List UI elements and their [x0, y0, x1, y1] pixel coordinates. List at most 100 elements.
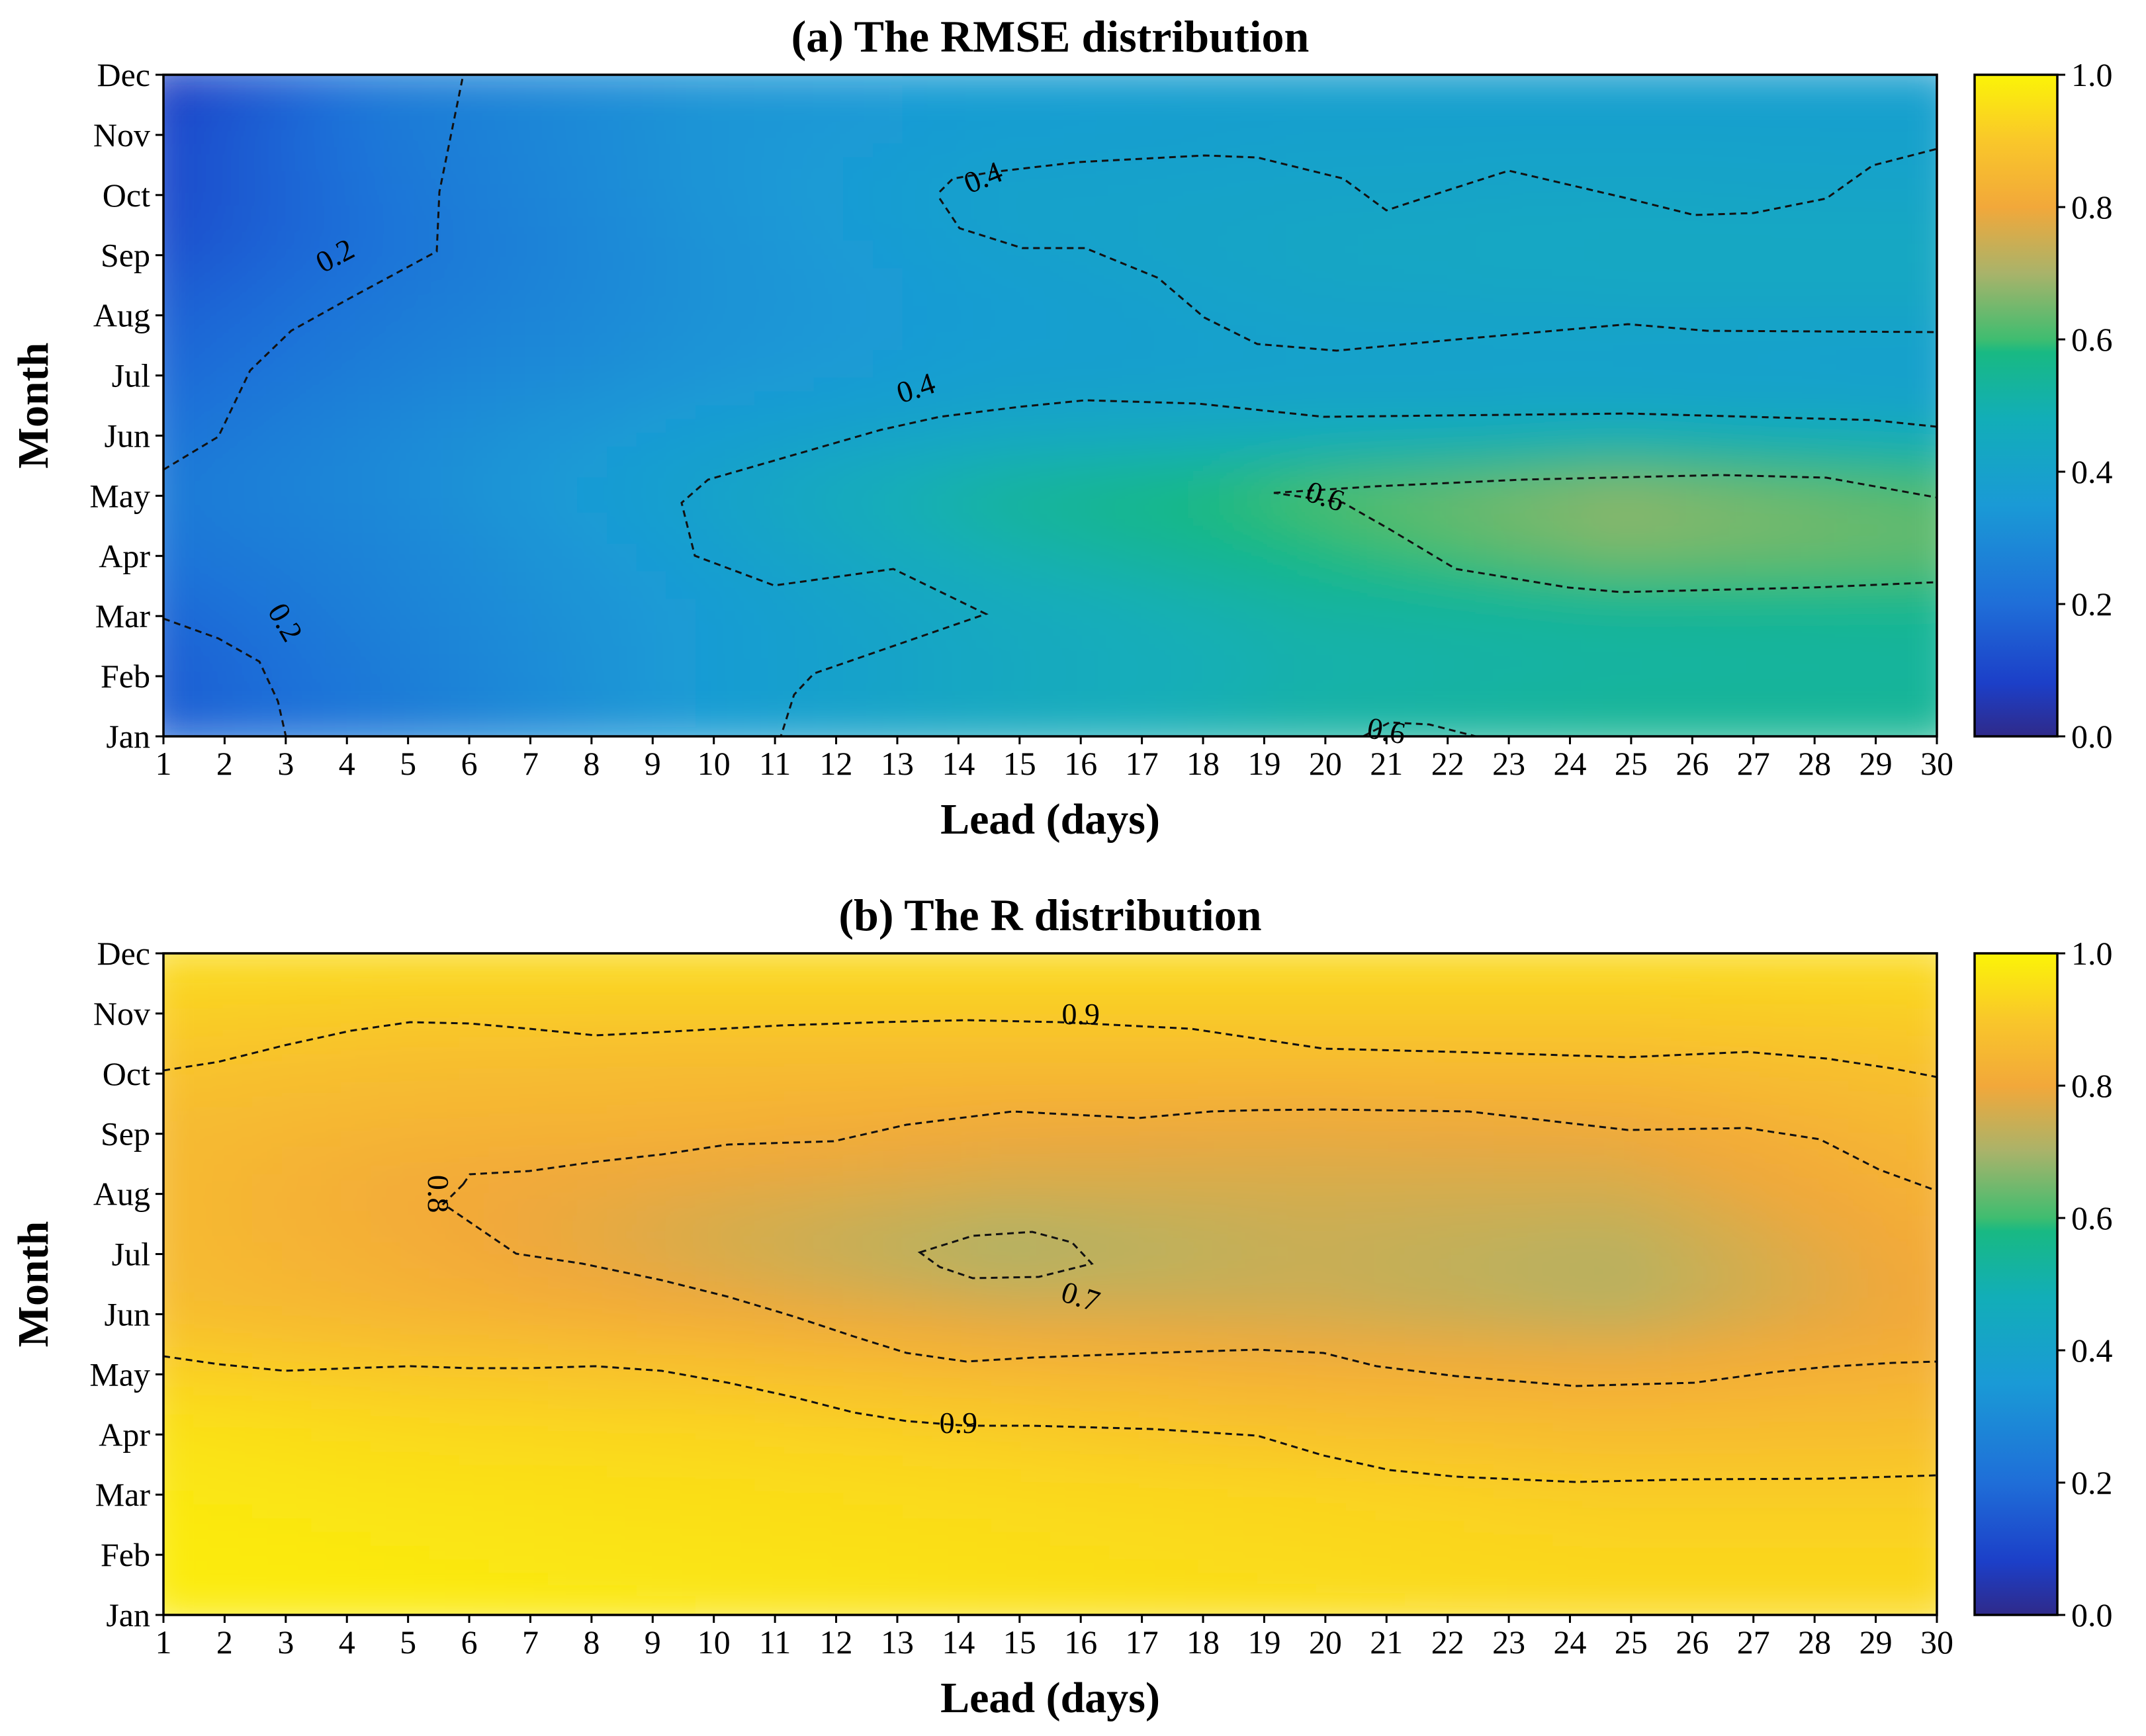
heat-cell [1168, 1256, 1199, 1272]
heat-cell [636, 543, 667, 558]
heat-cell [695, 1063, 727, 1078]
heat-cell [725, 584, 756, 600]
heat-cell [488, 392, 519, 407]
heat-cell [370, 350, 401, 365]
heat-cell [1375, 1174, 1406, 1189]
heat-cell [843, 309, 874, 324]
heat-cell [1464, 1174, 1495, 1189]
heat-cell [1582, 1242, 1613, 1258]
heat-cell [577, 295, 608, 310]
heat-cell [1405, 336, 1436, 352]
heat-cell [784, 392, 815, 407]
heat-cell [1168, 157, 1199, 173]
heat-cell [991, 253, 1022, 269]
heat-cell [1434, 406, 1465, 421]
heat-cell [577, 1284, 608, 1299]
heat-cell [607, 392, 638, 407]
heat-cell [1434, 419, 1465, 435]
heat-cell [1257, 157, 1288, 173]
heat-cell [577, 460, 608, 476]
heat-cell [784, 626, 815, 641]
heat-cell [1228, 323, 1259, 338]
heat-cell [1582, 736, 1613, 751]
heat-cell [1730, 681, 1761, 696]
heat-cell [1198, 323, 1229, 338]
heat-cell [1464, 102, 1495, 117]
heat-cell [163, 1091, 195, 1106]
heat-cell [843, 253, 874, 269]
heat-cell [607, 1036, 638, 1051]
heat-cell [1611, 295, 1642, 310]
heat-cell [1345, 253, 1376, 269]
heat-cell [666, 1325, 697, 1340]
heat-cell [577, 1297, 608, 1313]
heat-cell [1494, 1242, 1525, 1258]
heat-cell [311, 198, 342, 214]
heat-cell [311, 736, 341, 751]
heat-cell [222, 953, 253, 969]
heat-cell [1671, 75, 1702, 76]
heat-cell [1109, 967, 1140, 982]
heat-cell [518, 447, 549, 462]
heat-cell [1139, 130, 1170, 145]
heat-cell [370, 281, 401, 296]
heat-cell [1877, 198, 1908, 214]
heat-cell [1464, 185, 1495, 200]
heat-cell [636, 695, 667, 710]
heat-cell [370, 75, 401, 76]
heat-cell [666, 953, 697, 969]
heat-cell [1316, 1063, 1347, 1078]
heat-cell [222, 709, 253, 724]
heat-cell [1907, 75, 1937, 76]
heat-cell [902, 1174, 933, 1189]
heat-cell [607, 474, 638, 490]
heat-cell [1375, 722, 1406, 736]
heat-cell [1907, 1201, 1937, 1217]
heat-cell [1582, 1215, 1613, 1231]
heat-cell [1316, 1215, 1347, 1231]
heat-cell [1552, 488, 1584, 503]
heat-cell [488, 1297, 519, 1313]
heat-cell [518, 681, 549, 696]
heat-cell [991, 1256, 1022, 1272]
heat-cell [252, 1229, 283, 1244]
heat-cell [725, 171, 756, 187]
heat-cell [1050, 598, 1081, 613]
heat-cell [1228, 309, 1259, 324]
heat-cell [1700, 654, 1731, 669]
heat-cell [1228, 226, 1259, 241]
heat-cell [1937, 144, 1967, 158]
heat-cell [1848, 681, 1879, 696]
heat-cell [754, 406, 785, 421]
heat-cell [1345, 1022, 1376, 1037]
heat-cell [902, 253, 933, 269]
heat-cell [1434, 75, 1465, 76]
heat-cell [1818, 1215, 1850, 1231]
heat-cell [1760, 433, 1791, 448]
heat-cell [193, 295, 224, 310]
heat-cell [1464, 695, 1495, 710]
heat-cell [932, 1215, 963, 1231]
heat-cell [459, 226, 490, 241]
heat-cell [725, 350, 756, 365]
heat-cell [400, 598, 431, 613]
heat-cell [252, 171, 283, 187]
heat-cell [577, 695, 608, 710]
heat-cell [1139, 1325, 1170, 1340]
heat-cell [1700, 88, 1731, 104]
heat-cell [813, 1284, 844, 1299]
heat-cell [1405, 681, 1436, 696]
heat-cell [1877, 626, 1908, 641]
heat-cell [1641, 994, 1672, 1010]
heat-cell [1730, 1311, 1761, 1326]
heat-cell [1139, 240, 1170, 255]
heat-cell [1937, 516, 1967, 531]
heat-cell [311, 157, 342, 173]
heat-cell [1877, 1229, 1908, 1244]
heat-cell [1345, 1105, 1376, 1120]
heat-cell [341, 323, 372, 338]
heat-cell [636, 529, 667, 544]
heat-cell [725, 612, 756, 627]
heat-cell [1198, 75, 1229, 76]
heat-cell [341, 171, 372, 187]
